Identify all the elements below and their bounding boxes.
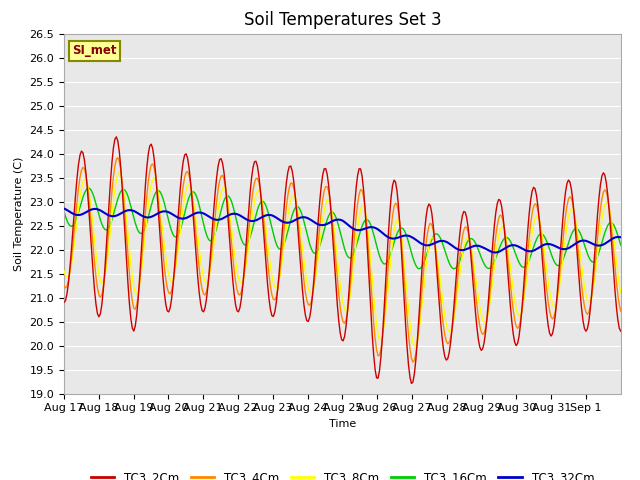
TC3_32Cm (346, 224, 354, 229)
TC3_32Cm (614, 234, 621, 240)
TC3_16Cm (543, 239, 550, 244)
TC3_2Cm (408, 381, 415, 386)
TC3_4Cm (617, 308, 625, 314)
TC3_4Cm (543, 287, 550, 292)
Line: TC3_32Cm: TC3_32Cm (64, 208, 621, 252)
TC3_8Cm (460, 244, 468, 250)
TC3_4Cm (409, 359, 417, 365)
TC3_32Cm (541, 241, 549, 247)
TC3_8Cm (79, 180, 87, 185)
Text: SI_met: SI_met (72, 44, 117, 58)
TC3_16Cm (450, 266, 458, 272)
TC3_2Cm (113, 134, 120, 140)
TC3_32Cm (492, 250, 500, 255)
Title: Soil Temperatures Set 3: Soil Temperatures Set 3 (244, 11, 441, 29)
TC3_8Cm (616, 282, 623, 288)
TC3_16Cm (60, 209, 68, 215)
TC3_16Cm (98, 221, 106, 227)
TC3_16Cm (617, 242, 625, 248)
TC3_32Cm (60, 205, 68, 211)
TC3_2Cm (79, 150, 87, 156)
TC3_16Cm (85, 185, 93, 191)
TC3_8Cm (115, 170, 123, 176)
TC3_16Cm (348, 254, 356, 260)
TC3_32Cm (457, 247, 465, 253)
TC3_4Cm (114, 155, 122, 161)
Line: TC3_16Cm: TC3_16Cm (64, 188, 621, 269)
TC3_8Cm (97, 278, 104, 284)
TC3_2Cm (616, 325, 623, 331)
TC3_8Cm (617, 290, 625, 296)
TC3_2Cm (97, 311, 104, 317)
TC3_4Cm (616, 302, 623, 308)
TC3_16Cm (460, 247, 468, 253)
X-axis label: Time: Time (329, 419, 356, 429)
TC3_2Cm (617, 328, 625, 334)
Line: TC3_2Cm: TC3_2Cm (64, 137, 621, 384)
TC3_8Cm (60, 268, 68, 274)
TC3_8Cm (543, 267, 550, 273)
TC3_8Cm (410, 343, 418, 349)
TC3_4Cm (460, 227, 468, 233)
TC3_16Cm (79, 194, 87, 200)
TC3_32Cm (79, 211, 87, 217)
TC3_4Cm (79, 165, 87, 170)
TC3_32Cm (617, 234, 625, 240)
TC3_16Cm (616, 238, 623, 243)
TC3_2Cm (348, 244, 356, 250)
Line: TC3_8Cm: TC3_8Cm (64, 173, 621, 346)
TC3_4Cm (348, 265, 356, 271)
Line: TC3_4Cm: TC3_4Cm (64, 158, 621, 362)
TC3_8Cm (348, 280, 356, 286)
TC3_2Cm (543, 310, 550, 316)
Y-axis label: Soil Temperature (C): Soil Temperature (C) (14, 156, 24, 271)
TC3_32Cm (97, 207, 104, 213)
TC3_2Cm (60, 300, 68, 305)
TC3_4Cm (60, 283, 68, 289)
TC3_2Cm (460, 209, 468, 215)
TC3_4Cm (97, 294, 104, 300)
Legend: TC3_2Cm, TC3_4Cm, TC3_8Cm, TC3_16Cm, TC3_32Cm: TC3_2Cm, TC3_4Cm, TC3_8Cm, TC3_16Cm, TC3… (86, 466, 599, 480)
